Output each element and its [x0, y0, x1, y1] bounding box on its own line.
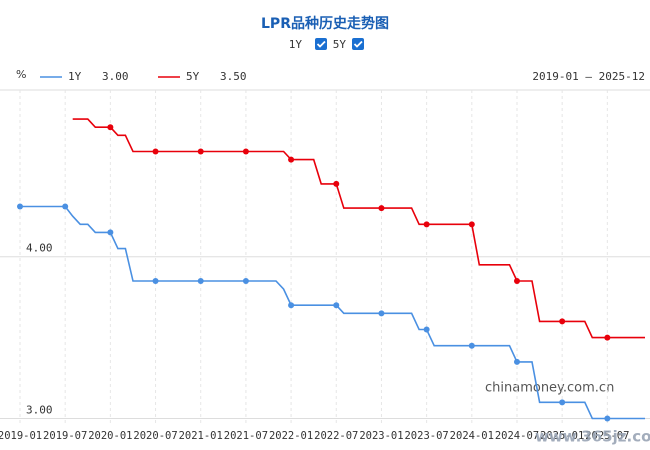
- point: [288, 302, 295, 309]
- x-tick-label: 2021-07: [224, 430, 268, 442]
- x-tick-label: 2022-01: [269, 430, 313, 442]
- point: [197, 277, 204, 284]
- point: [378, 310, 385, 317]
- y-unit: %: [16, 68, 26, 81]
- legend-label: 5Y: [186, 70, 200, 83]
- point: [62, 203, 69, 210]
- x-tick-label: 2022-07: [314, 430, 358, 442]
- point: [197, 148, 204, 155]
- point: [468, 221, 475, 228]
- point: [513, 358, 520, 365]
- toggle-label: 1Y: [289, 38, 303, 51]
- point: [604, 334, 611, 341]
- legend-value: 3.00: [102, 70, 129, 83]
- checkmark: [353, 40, 363, 48]
- point: [559, 399, 566, 406]
- x-tick-label: 2025-01: [540, 430, 584, 442]
- x-tick-label: 2024-01: [450, 430, 494, 442]
- y-tick-label: 3.00: [26, 404, 53, 417]
- watermark: chinamoney.com.cn: [485, 381, 614, 396]
- point: [242, 148, 249, 155]
- chart-title: LPR品种历史走势图: [261, 15, 389, 32]
- y-tick-label: 4.00: [26, 242, 53, 255]
- point: [468, 342, 475, 349]
- point: [559, 318, 566, 325]
- point: [423, 326, 430, 333]
- point: [288, 156, 295, 163]
- series-line: [20, 205, 645, 420]
- x-tick-label: 2019-07: [43, 430, 87, 442]
- point: [152, 148, 159, 155]
- toggle-label: 5Y: [333, 38, 347, 51]
- point: [604, 415, 611, 422]
- legend-label: 1Y: [68, 70, 82, 83]
- point: [333, 302, 340, 309]
- point: [242, 277, 249, 284]
- toggles: 1Y 5Y: [289, 38, 364, 51]
- legend-value: 3.50: [220, 70, 247, 83]
- checkbox[interactable]: [352, 38, 364, 50]
- point: [17, 203, 23, 210]
- x-tick-label: 2020-01: [88, 430, 132, 442]
- date-range: 2019-01 – 2025-12: [532, 70, 645, 83]
- x-tick-label: 2024-07: [495, 430, 539, 442]
- x-tick-label: 2023-01: [359, 430, 403, 442]
- point: [423, 221, 430, 228]
- point: [107, 124, 114, 131]
- watermark: www.365jz.com: [535, 428, 650, 446]
- point: [513, 277, 520, 284]
- x-tick-label: 2020-07: [133, 430, 177, 442]
- x-tick-label: 2023-07: [404, 430, 448, 442]
- checkbox[interactable]: [315, 38, 327, 50]
- checkmark: [316, 40, 326, 48]
- x-tick-label: 2019-01: [0, 430, 42, 442]
- point: [152, 277, 159, 284]
- point: [378, 205, 385, 212]
- series-line: [72, 118, 645, 339]
- point: [107, 229, 114, 236]
- x-tick-label: 2025-07: [585, 430, 629, 442]
- point: [333, 180, 340, 187]
- x-tick-label: 2021-01: [179, 430, 223, 442]
